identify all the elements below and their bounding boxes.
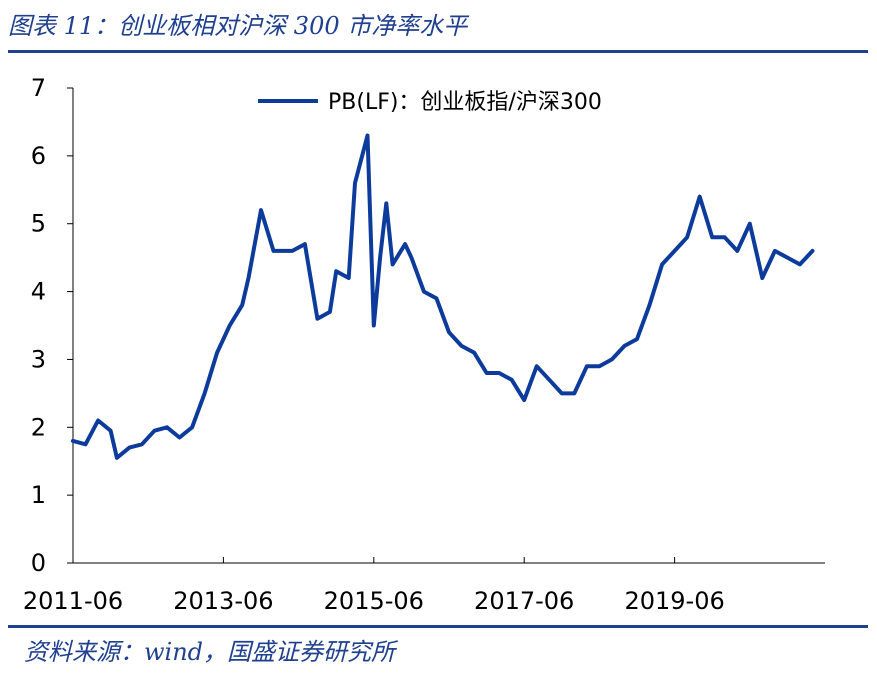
series-layer bbox=[71, 133, 815, 460]
series-line bbox=[71, 133, 815, 460]
y-tick-label: 4 bbox=[31, 278, 46, 306]
legend: PB(LF)：创业板指/沪深300 bbox=[258, 90, 602, 115]
x-axis: 2011-06 2013-06 2015-06 2017-06 2019-06 bbox=[23, 557, 825, 615]
y-tick-label: 1 bbox=[31, 481, 46, 509]
y-tick-label: 0 bbox=[31, 549, 46, 577]
source-note: 资料来源：wind，国盛证券研究所 bbox=[24, 638, 396, 666]
source-divider bbox=[8, 625, 868, 628]
x-tick-label: 2011-06 bbox=[23, 587, 123, 615]
y-axis: 0 1 2 3 4 5 6 7 bbox=[31, 74, 74, 577]
y-tick-label: 3 bbox=[31, 345, 46, 373]
title-divider bbox=[8, 50, 868, 53]
x-tick-label: 2013-06 bbox=[173, 587, 273, 615]
figure-title: 图表 11：创业板相对沪深 300 市净率水平 bbox=[8, 12, 468, 40]
y-tick-label: 5 bbox=[31, 210, 46, 238]
y-tick-label: 2 bbox=[31, 413, 46, 441]
y-tick-label: 7 bbox=[31, 74, 46, 102]
legend-label: PB(LF)：创业板指/沪深300 bbox=[328, 90, 602, 115]
y-tick-label: 6 bbox=[31, 142, 46, 170]
x-tick-label: 2017-06 bbox=[474, 587, 574, 615]
x-tick-label: 2019-06 bbox=[624, 587, 724, 615]
x-tick-label: 2015-06 bbox=[324, 587, 424, 615]
